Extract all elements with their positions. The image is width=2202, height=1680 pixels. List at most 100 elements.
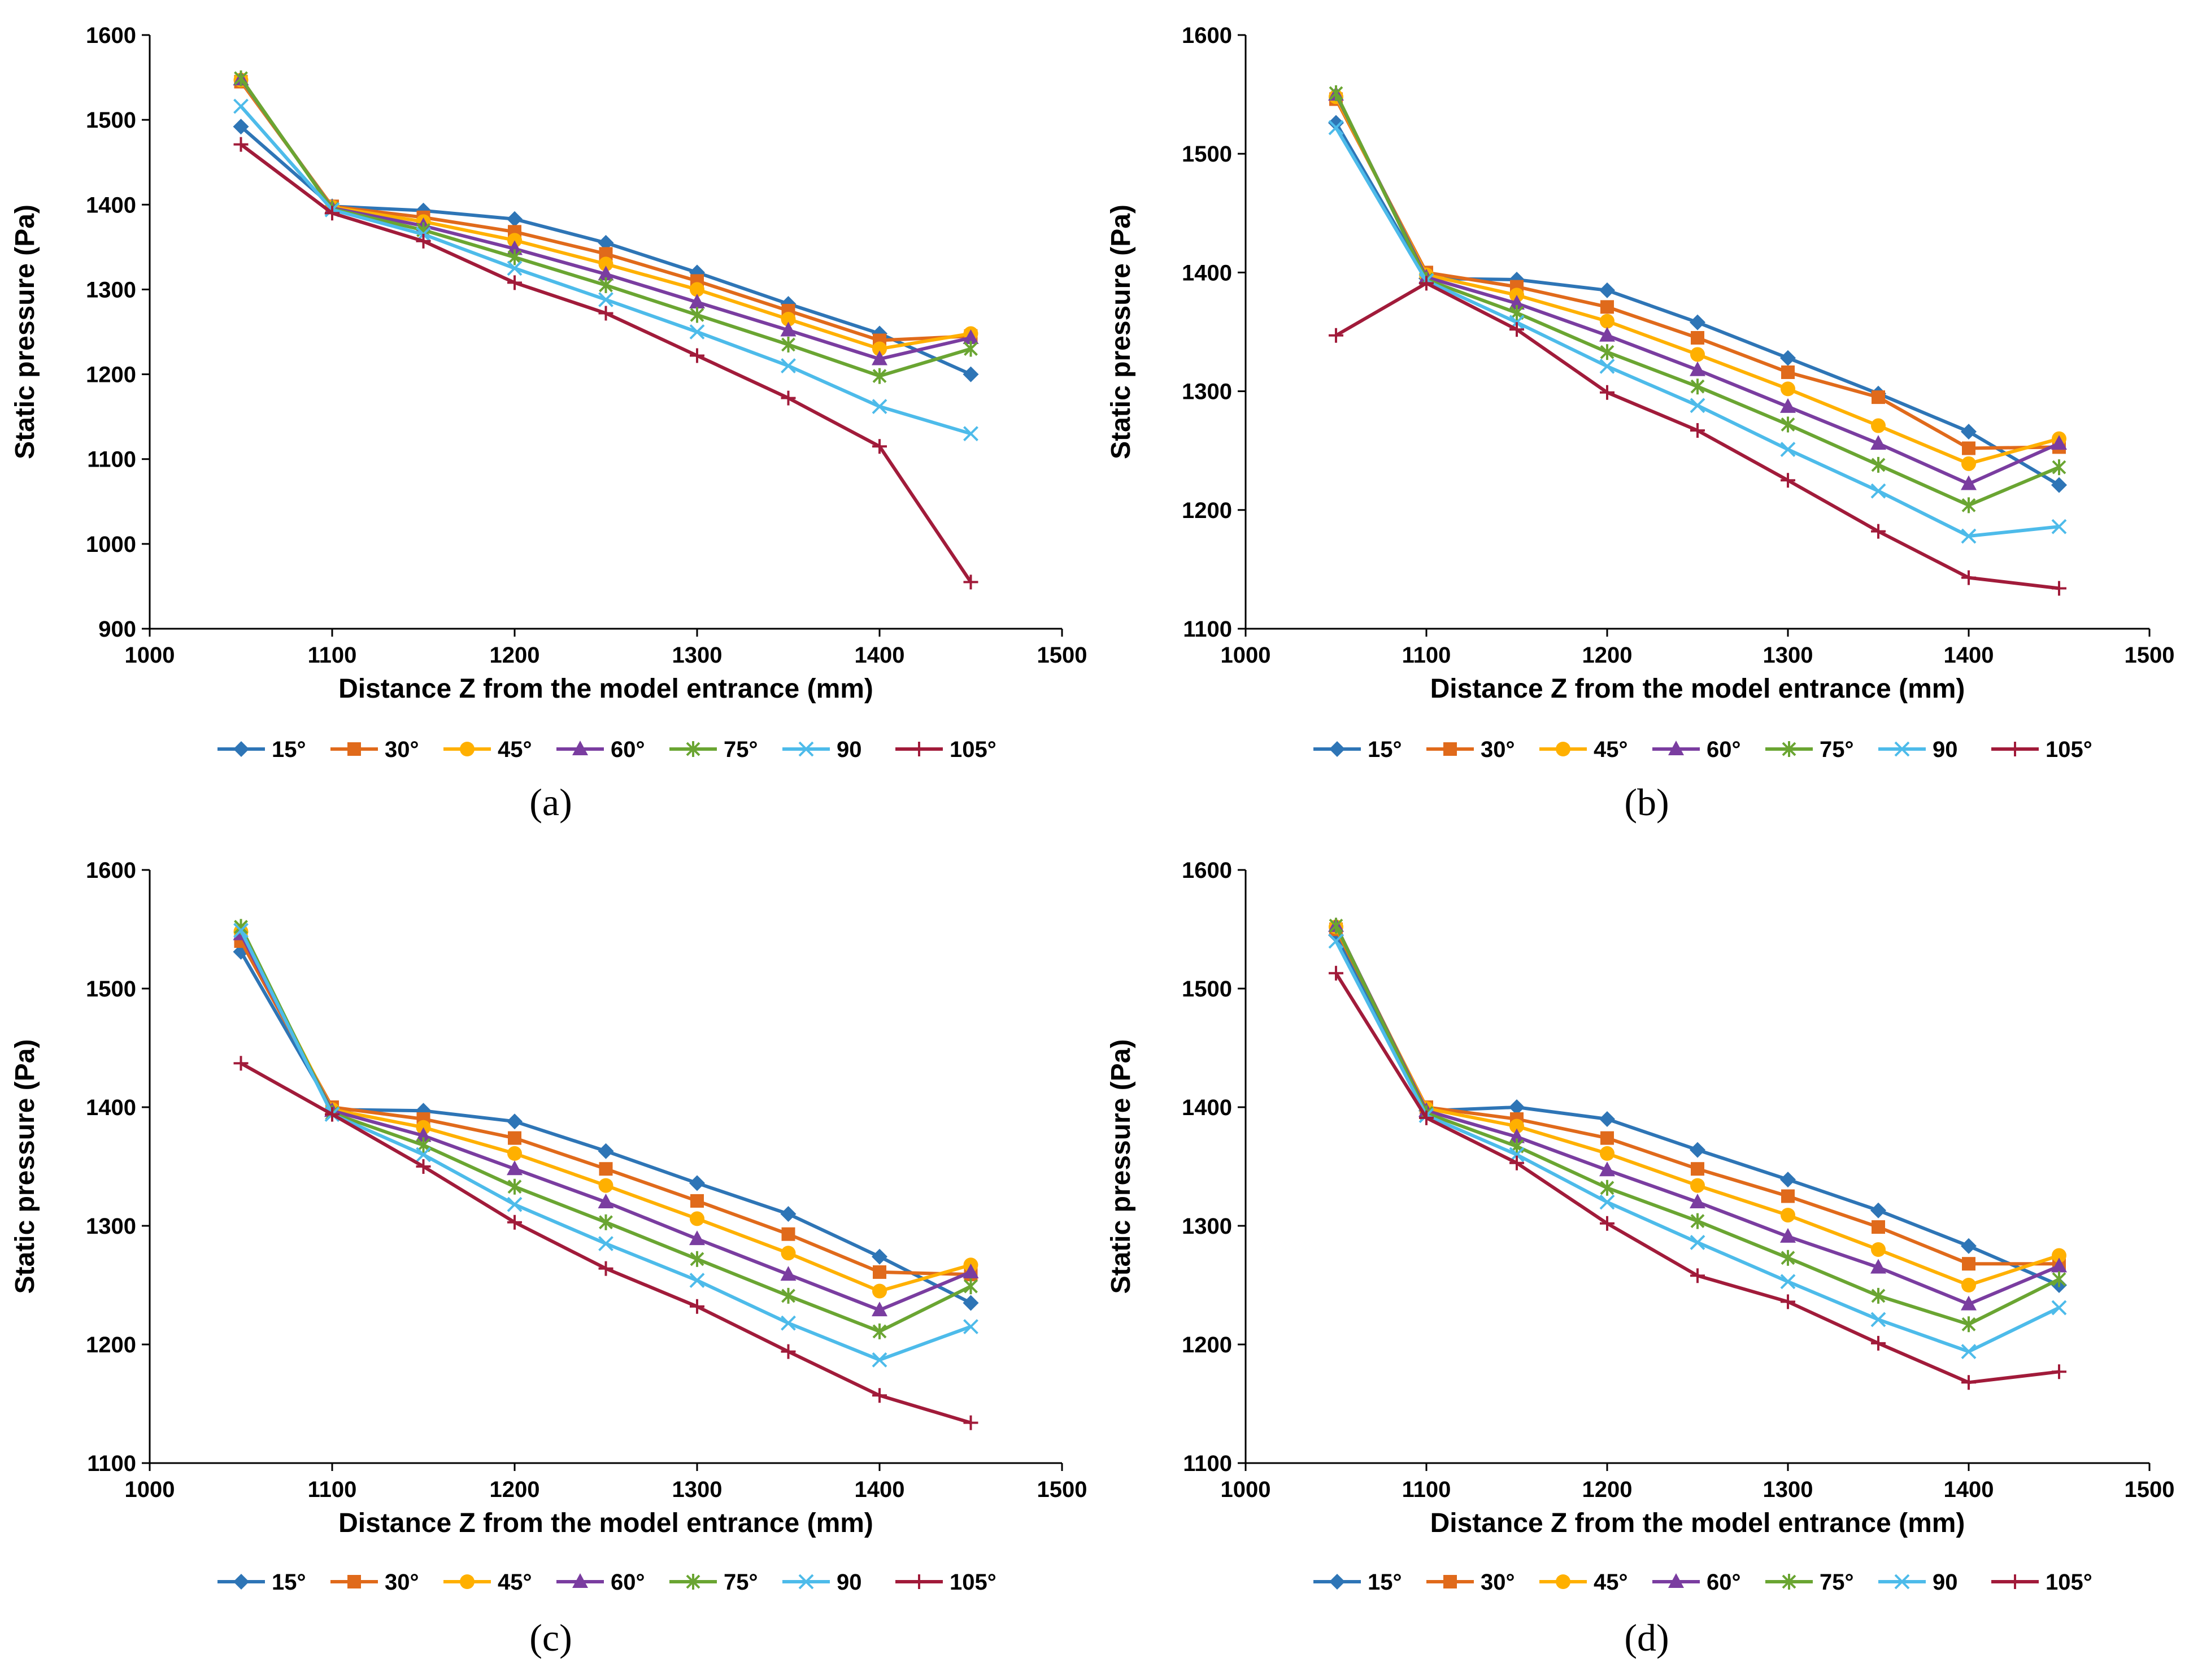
- data-point: [780, 321, 797, 337]
- x-tick-label: 1100: [308, 643, 357, 668]
- panel-caption: (b): [1624, 781, 1669, 824]
- y-axis-title: Static pressure (Pa): [1106, 204, 1136, 459]
- data-point: [690, 348, 704, 363]
- panel-caption: (c): [529, 1616, 572, 1659]
- data-point: [1599, 1111, 1615, 1127]
- data-point: [1781, 381, 1795, 397]
- x-tick-label: 1100: [1402, 1477, 1451, 1502]
- y-tick-label: 1600: [1182, 23, 1232, 48]
- data-point: [963, 1319, 978, 1334]
- data-point: [963, 1295, 979, 1311]
- data-point: [1691, 1162, 1704, 1176]
- x-tick-label: 1400: [1944, 643, 1994, 668]
- data-point: [1329, 965, 1343, 981]
- data-point: [1600, 1216, 1614, 1231]
- data-point: [1781, 473, 1795, 488]
- data-point: [1599, 1161, 1615, 1177]
- data-point: [1329, 85, 1343, 101]
- data-point: [1961, 570, 1976, 585]
- x-axis-title: Distance Z from the model entrance (mm): [338, 674, 873, 704]
- data-point: [507, 249, 522, 266]
- data-point: [1419, 276, 1434, 291]
- legend-marker: [1668, 1573, 1684, 1588]
- y-tick-label: 1200: [86, 1333, 136, 1357]
- y-tick-label: 1400: [86, 193, 136, 217]
- legend-marker: [1894, 1574, 1910, 1590]
- data-point: [598, 266, 614, 281]
- x-tick-label: 1200: [490, 1477, 540, 1502]
- data-point: [1328, 120, 1344, 136]
- data-point: [1599, 359, 1615, 374]
- data-point: [1600, 344, 1614, 360]
- x-tick-label: 1300: [672, 1477, 723, 1502]
- legend-label: 60°: [611, 737, 645, 762]
- y-tick-label: 900: [98, 617, 136, 642]
- series-6: [233, 137, 978, 590]
- series-line: [1334, 926, 2060, 1287]
- legend-marker: [1782, 1574, 1796, 1590]
- legend-marker: [233, 1574, 249, 1590]
- y-tick-label: 1600: [86, 858, 136, 883]
- legend-marker: [1443, 742, 1457, 756]
- data-point: [2051, 477, 2067, 493]
- data-point: [1781, 1208, 1795, 1223]
- data-point: [1961, 1316, 1976, 1333]
- data-point: [1962, 441, 1975, 455]
- data-point: [1328, 115, 1344, 131]
- legend-marker: [1556, 1574, 1570, 1589]
- data-point: [1690, 347, 1705, 362]
- data-point: [1690, 314, 1705, 330]
- legend-label: 105°: [2046, 1570, 2092, 1595]
- legend-marker: [1894, 741, 1910, 757]
- data-point: [1600, 1146, 1614, 1161]
- data-point: [964, 341, 978, 357]
- series-line: [240, 77, 972, 378]
- data-point: [507, 233, 522, 248]
- data-point: [1690, 1213, 1705, 1229]
- data-point: [598, 306, 613, 321]
- data-point: [872, 368, 887, 384]
- data-point: [963, 1263, 979, 1278]
- data-point: [233, 922, 249, 938]
- y-tick-label: 1400: [1182, 1095, 1232, 1120]
- legend: 15° 30° 45° 60° 75° 90 105°: [217, 737, 996, 762]
- data-point: [872, 1352, 887, 1368]
- data-point: [781, 337, 795, 353]
- data-point: [598, 1178, 613, 1193]
- data-point: [507, 240, 523, 255]
- legend: 15° 30° 45° 60° 75° 90 105°: [1313, 1570, 2092, 1595]
- data-point: [1329, 917, 1343, 934]
- data-point: [1509, 1128, 1525, 1143]
- data-point: [2052, 1271, 2066, 1287]
- legend-label: 105°: [950, 1570, 996, 1595]
- data-point: [233, 137, 249, 152]
- legend-label: 90: [1933, 1570, 1958, 1595]
- legend-marker: [1443, 1575, 1457, 1588]
- data-point: [781, 1344, 796, 1359]
- series-1: [1329, 92, 2066, 455]
- data-point: [1600, 1131, 1614, 1145]
- legend-marker: [912, 1574, 926, 1589]
- series-2: [1329, 919, 2066, 1292]
- data-point: [689, 1175, 705, 1191]
- data-point: [1870, 435, 1886, 450]
- data-point: [2051, 1257, 2067, 1273]
- data-point: [689, 324, 705, 340]
- legend-label: 30°: [1481, 737, 1515, 762]
- x-tick-label: 1400: [855, 643, 905, 668]
- legend-marker: [686, 1574, 700, 1590]
- data-point: [872, 1323, 887, 1339]
- data-point: [781, 1315, 796, 1331]
- data-point: [1509, 295, 1525, 310]
- data-point: [2051, 1300, 2067, 1316]
- y-tick-label: 1100: [1183, 1451, 1232, 1476]
- panel-caption: (a): [529, 781, 572, 824]
- x-tick-label: 1300: [1763, 1477, 1813, 1502]
- data-point: [416, 233, 431, 249]
- legend-marker: [460, 742, 475, 756]
- data-point: [1780, 1228, 1796, 1243]
- x-tick-label: 1000: [1221, 1477, 1271, 1502]
- x-tick-label: 1000: [125, 643, 175, 668]
